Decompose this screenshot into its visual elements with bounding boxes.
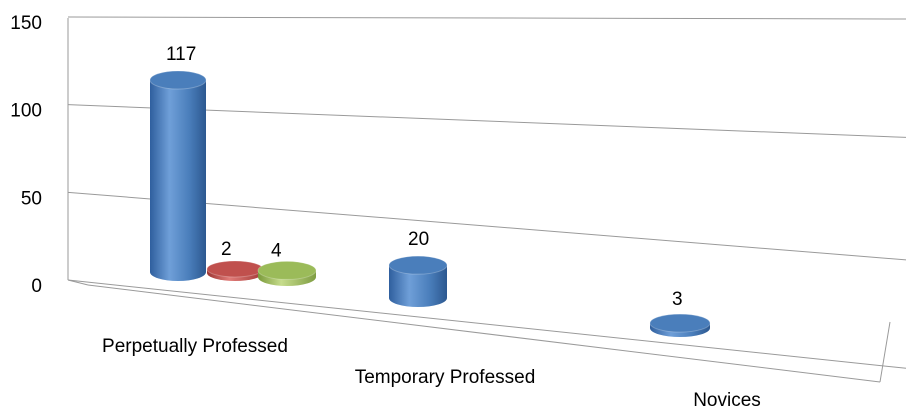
axes-layer: [67, 18, 891, 383]
data-label: 20: [408, 229, 429, 250]
data-label: 2: [221, 239, 232, 260]
gridline: [67, 279, 907, 369]
y-tick-label: 50: [21, 188, 42, 209]
bar-perpetually-professed: [149, 70, 207, 281]
bar-perpetually-professed-3: [257, 260, 317, 286]
y-tick-label: 0: [31, 276, 42, 297]
cylinder-top: [649, 313, 711, 333]
bars: [149, 70, 711, 337]
bar-novices: [649, 313, 711, 337]
x-category-label: Temporary Professed: [355, 367, 536, 388]
gridlines: [67, 16, 907, 369]
cylinder-top: [149, 70, 207, 90]
x-category-label: Perpetually Professed: [102, 336, 288, 357]
cylinder-body: [150, 80, 206, 281]
cylinder-body: [389, 265, 447, 307]
labels: 0 50 100 150 Perpetually Professed Temporary …: [10, 13, 760, 411]
floor-front-edge: [87, 284, 881, 383]
data-label: 4: [271, 240, 282, 261]
gridline: [67, 191, 907, 261]
cylinder-top: [257, 260, 317, 280]
gridline: [67, 104, 907, 138]
bar-perpetually-professed-2: [206, 260, 264, 281]
data-label: 117: [166, 44, 196, 65]
bar-temporary-professed: [388, 255, 448, 307]
cylinder-top: [388, 255, 448, 275]
gridline: [67, 16, 907, 20]
x-category-label: Novices: [693, 390, 761, 411]
cylinder-top: [206, 260, 264, 278]
floor-right-edge: [879, 321, 891, 383]
data-label: 3: [672, 289, 683, 310]
y-tick-label: 150: [10, 13, 42, 34]
y-tick-label: 100: [10, 101, 42, 122]
